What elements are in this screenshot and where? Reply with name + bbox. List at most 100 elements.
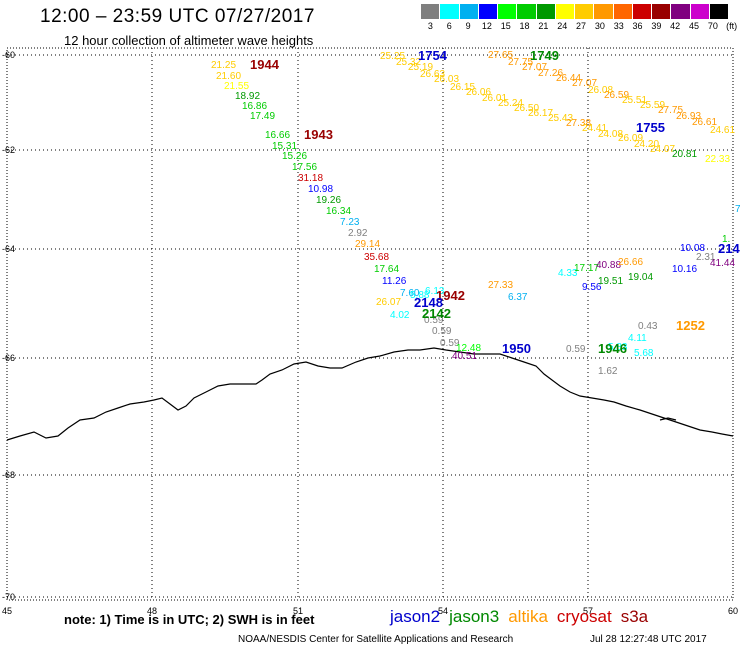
swh-value: 24.20 xyxy=(634,139,659,150)
track-time-label: 1252 xyxy=(676,318,705,333)
swh-value: 25.43 xyxy=(548,113,573,124)
swh-value: 27.26 xyxy=(538,68,563,79)
swh-value: 31.18 xyxy=(298,173,323,184)
latitude-label: -68 xyxy=(2,470,15,480)
colorbar-swatch xyxy=(517,4,537,19)
colorbar-swatch xyxy=(671,4,691,19)
swh-value: 0.59 xyxy=(424,315,444,326)
swh-value: 19.26 xyxy=(316,195,341,206)
swh-value: 2.31 xyxy=(696,252,716,263)
colorbar-unit: (ft) xyxy=(726,21,738,31)
track-time-label: 1944 xyxy=(250,57,280,72)
colorbar-swatch xyxy=(498,4,518,19)
legend-s3a: s3a xyxy=(620,607,649,626)
swh-value: 24.08 xyxy=(598,129,623,140)
swh-value: 0.59 xyxy=(432,326,452,337)
colorbar-swatch xyxy=(440,4,460,19)
swh-value: 4.02 xyxy=(390,310,410,321)
swh-value: 22.33 xyxy=(705,154,730,165)
track-time-label: 2142 xyxy=(422,306,451,321)
latitude-label: -70 xyxy=(2,592,15,602)
swh-value: 19.51 xyxy=(598,276,623,287)
swh-value: 16.86 xyxy=(242,101,267,112)
swh-value: 26.17 xyxy=(528,108,553,119)
swh-value: 20.81 xyxy=(672,149,697,160)
swh-value: 12.48 xyxy=(456,343,481,354)
colorbar-tick-labels: 3 6 9 12 15 18 21 24 27 30 33 36 39 42 45 70 (ft) xyxy=(421,21,740,31)
swh-value: 19.04 xyxy=(628,272,653,283)
swh-value: 2.92 xyxy=(348,228,368,239)
colorbar-tick: 70 xyxy=(707,21,718,31)
coastline-islet xyxy=(659,417,677,421)
longitude-label: 60 xyxy=(728,606,738,616)
colorbar-tick: 9 xyxy=(465,21,471,31)
latitude-label: -62 xyxy=(2,145,15,155)
colorbar-tick: 6 xyxy=(446,21,452,31)
colorbar-tick: 36 xyxy=(632,21,643,31)
map-subtitle: 12 hour collection of altimeter wave hei… xyxy=(64,33,314,48)
swh-value: 7.60 xyxy=(400,288,420,299)
swh-value: 10.08 xyxy=(680,243,705,254)
swh-value: 21.55 xyxy=(224,81,249,92)
swh-value: 26.01 xyxy=(482,93,507,104)
swh-value: 25.19 xyxy=(408,62,433,73)
swh-value: 26.15 xyxy=(450,82,475,93)
colorbar-tick: 12 xyxy=(481,21,492,31)
swh-value: 25.25 xyxy=(380,51,405,62)
swh-value: 27.07 xyxy=(522,62,547,73)
swh-value: 26.93 xyxy=(676,111,701,122)
swh-value: 5.68 xyxy=(634,348,654,359)
swh-value: 16.66 xyxy=(265,130,290,141)
swh-value: 7 xyxy=(735,204,740,215)
legend-altika: altika xyxy=(508,607,548,626)
swh-colorbar xyxy=(421,4,729,19)
legend-jason3: jason3 xyxy=(449,607,500,626)
swh-value: 25.24 xyxy=(498,98,523,109)
satellite-legend: jason2 jason3 altika cryosat s3a xyxy=(390,607,648,627)
track-time-label: 1946 xyxy=(598,341,627,356)
track-time-label: 1942 xyxy=(436,288,465,303)
swh-value: 27.07 xyxy=(572,78,597,89)
latitude-label: -66 xyxy=(2,353,15,363)
swh-value: 10.98 xyxy=(308,184,333,195)
colorbar-tick: 3 xyxy=(427,21,433,31)
swh-value: 17.64 xyxy=(374,264,399,275)
swh-value: 26.61 xyxy=(692,117,717,128)
map-title: 12:00 – 23:59 UTC 07/27/2017 xyxy=(40,6,315,27)
colorbar-tick: 30 xyxy=(594,21,605,31)
credit-footer: NOAA/NESDIS Center for Satellite Applica… xyxy=(238,634,514,645)
swh-value: 35.68 xyxy=(364,252,389,263)
swh-value: 0.59 xyxy=(566,344,586,355)
swh-value: 4.33 xyxy=(558,268,578,279)
colorbar-swatch xyxy=(421,4,441,19)
colorbar-swatch xyxy=(555,4,575,19)
track-time-label: 1943 xyxy=(304,127,333,142)
colorbar-swatch xyxy=(478,4,498,19)
generation-timestamp: Jul 28 12:27:48 UTC 2017 xyxy=(590,634,707,645)
swh-value: 0.43 xyxy=(638,321,658,332)
colorbar-swatch xyxy=(594,4,614,19)
swh-value: 26.44 xyxy=(556,73,581,84)
swh-value: 11.26 xyxy=(382,276,407,287)
swh-value: 26.03 xyxy=(434,74,459,85)
latitude-label: -64 xyxy=(2,244,15,254)
swh-value: 26.08 xyxy=(588,85,613,96)
swh-value: 29.14 xyxy=(355,239,380,250)
colorbar-tick: 33 xyxy=(613,21,624,31)
swh-value: 5.83 xyxy=(608,342,628,353)
swh-value: 21.25 xyxy=(211,60,236,71)
swh-value: 27.75 xyxy=(508,57,533,68)
swh-value: 27.38 xyxy=(566,118,591,129)
track-time-label: 214 xyxy=(718,241,740,256)
colorbar-tick: 15 xyxy=(500,21,511,31)
swh-value: 27.75 xyxy=(658,105,683,116)
swh-value: 41.44 xyxy=(710,258,735,269)
latitude-label: -60 xyxy=(2,50,15,60)
colorbar-tick: 21 xyxy=(538,21,549,31)
swh-value: 26.63 xyxy=(420,69,445,80)
track-time-label: 1755 xyxy=(636,120,665,135)
map-frame xyxy=(6,47,734,601)
swh-value: 27.65 xyxy=(488,50,513,61)
